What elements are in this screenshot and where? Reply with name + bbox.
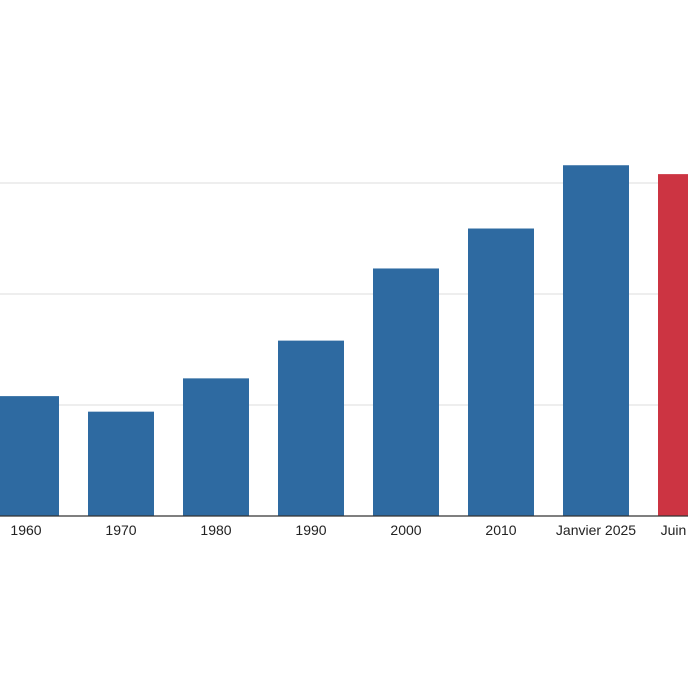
bar-5	[468, 228, 534, 516]
x-tick-label-1: 1970	[105, 522, 136, 538]
x-tick-label-6: Janvier 2025	[556, 522, 636, 538]
x-tick-label-7: Juin 2025	[661, 522, 688, 538]
bar-1	[88, 411, 154, 516]
bar-0	[0, 396, 59, 516]
x-tick-label-2: 1980	[200, 522, 231, 538]
x-tick-labels: 1960 1970 1980 1990 2000 2010 Janvier 2025 Juin…	[10, 522, 688, 538]
bar-2	[183, 378, 249, 516]
bar-3	[278, 340, 344, 516]
x-tick-label-4: 2000	[390, 522, 421, 538]
x-tick-label-5: 2010	[485, 522, 516, 538]
bar-6	[563, 165, 629, 517]
x-tick-label-3: 1990	[295, 522, 326, 538]
bar-4	[373, 268, 439, 516]
bars	[0, 165, 688, 517]
bar-7	[658, 174, 688, 516]
x-tick-label-0: 1960	[10, 522, 41, 538]
